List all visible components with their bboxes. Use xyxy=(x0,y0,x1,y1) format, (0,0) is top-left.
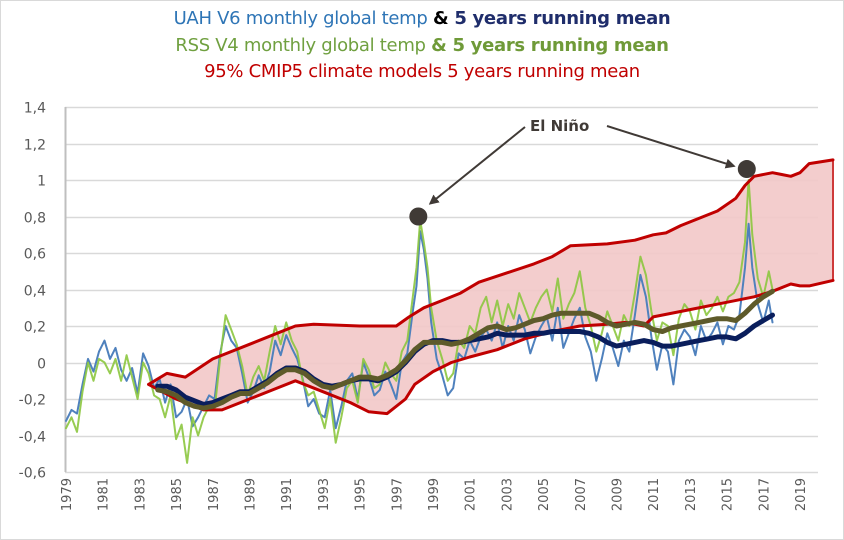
x-tick-label: 2017 xyxy=(757,478,772,511)
x-tick-label: 1995 xyxy=(354,478,369,511)
el-nino-arrow-1998 xyxy=(428,126,526,205)
x-tick-label: 2003 xyxy=(500,478,515,511)
x-tick-label: 1983 xyxy=(133,478,148,511)
x-tick-label: 2019 xyxy=(794,478,809,511)
x-tick-label: 1981 xyxy=(97,478,112,511)
model-band-fill xyxy=(148,159,834,414)
title-uah-monthly: UAH V6 monthly global temp xyxy=(173,8,433,29)
x-tick-label: 1985 xyxy=(170,478,185,511)
x-tick-label: 2009 xyxy=(611,478,626,511)
y-tick-label: 1 xyxy=(37,174,46,190)
el-nino-annotation: El Niño xyxy=(409,117,756,226)
el-nino-marker-2016 xyxy=(737,160,756,179)
title-uah-mean: 5 years running mean xyxy=(454,8,671,29)
y-tick-label: 1,4 xyxy=(24,101,46,117)
series-lines xyxy=(65,158,835,464)
title-rss-monthly: RSS V4 monthly global temp xyxy=(175,34,432,56)
x-tick-label: 1991 xyxy=(280,478,295,511)
title-rss-mean: & 5 years running mean xyxy=(431,34,669,56)
y-tick-label: 0,6 xyxy=(24,247,46,263)
x-tick-label: 1999 xyxy=(427,478,442,511)
el-nino-marker-1998 xyxy=(409,207,428,226)
y-tick-label: 0,2 xyxy=(24,320,46,336)
y-tick-label: -0,6 xyxy=(19,466,46,482)
x-tick-label: 2001 xyxy=(464,478,479,511)
y-tick-label: 0 xyxy=(37,357,46,373)
el-nino-arrow-2016 xyxy=(606,125,736,169)
y-tick-label: 0,8 xyxy=(24,211,46,227)
series-rss-monthly xyxy=(65,179,774,464)
model-band xyxy=(148,159,834,414)
title-cmip5: 95% CMIP5 climate models 5 years running… xyxy=(204,61,640,82)
y-tick-label: -0,2 xyxy=(19,393,46,409)
el-nino-label: El Niño xyxy=(530,117,589,135)
title-line-2: RSS V4 monthly global temp & 5 years run… xyxy=(0,33,844,60)
x-tick-label: 1979 xyxy=(60,478,75,511)
x-tick-label: 2015 xyxy=(721,478,736,511)
x-tick-label: 1993 xyxy=(317,478,332,511)
series-model-upper xyxy=(147,158,835,386)
x-axis-tick-labels: 1979 1981 1983 1985 1987 1989 1991 1993 1995 1997… xyxy=(60,478,809,511)
chart-title: UAH V6 monthly global temp & 5 years run… xyxy=(0,6,844,86)
gridlines xyxy=(64,106,818,474)
y-tick-label: 0,4 xyxy=(24,284,46,300)
x-tick-label: 1989 xyxy=(244,478,259,511)
x-tick-label: 2007 xyxy=(574,478,589,511)
y-axis-tick-labels: 1,4 1,2 1 0,8 0,6 0,4 0,2 0 -0,2 -0,4 -0,6 xyxy=(19,101,46,482)
x-tick-label: 2005 xyxy=(537,478,552,511)
title-line-1: UAH V6 monthly global temp & 5 years run… xyxy=(0,6,844,33)
x-tick-label: 2013 xyxy=(684,478,699,511)
y-tick-label: 1,2 xyxy=(24,138,46,154)
x-tick-label: 1997 xyxy=(390,478,405,511)
title-line-3: 95% CMIP5 climate models 5 years running… xyxy=(0,59,844,86)
x-tick-label: 1987 xyxy=(207,478,222,511)
series-rss-mean xyxy=(155,288,775,411)
series-model-lower xyxy=(147,278,835,416)
y-tick-label: -0,4 xyxy=(19,430,46,446)
title-ampersand: & xyxy=(432,8,455,29)
x-tick-label: 2011 xyxy=(647,478,662,511)
